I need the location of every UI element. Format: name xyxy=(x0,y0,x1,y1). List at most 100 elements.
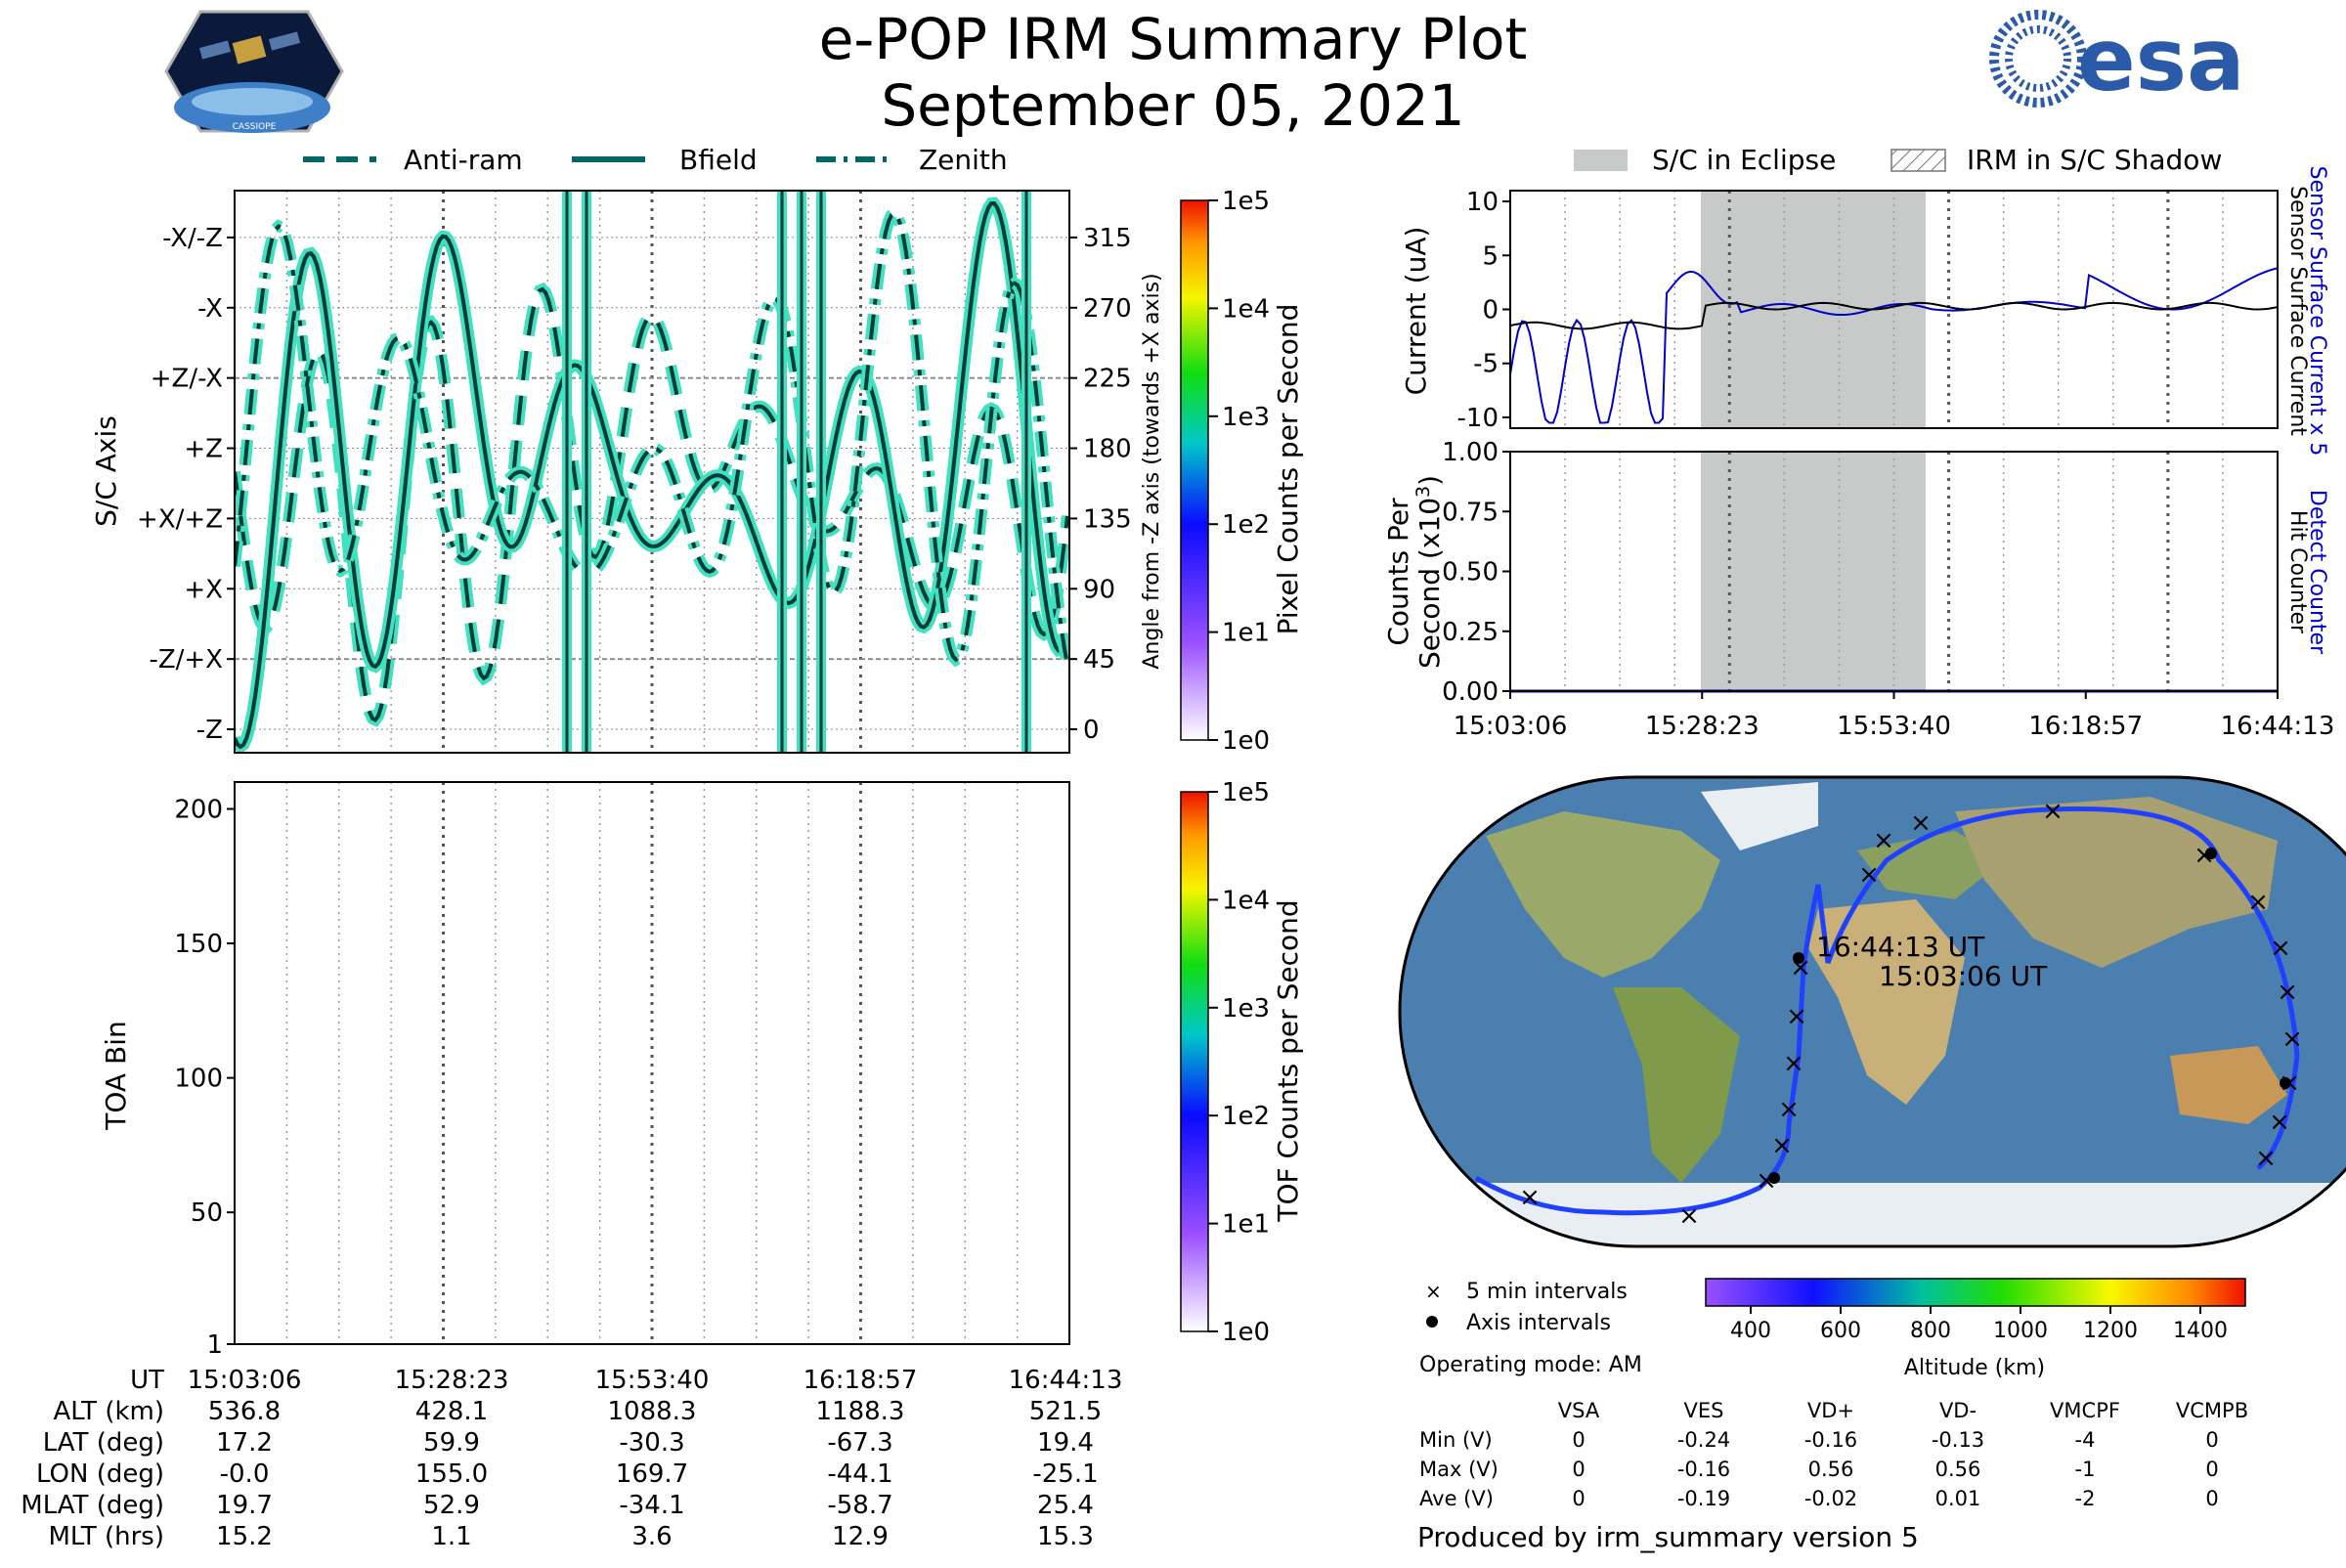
legend-zenith-label: Zenith xyxy=(919,144,1008,176)
ut-cell: 19.4 xyxy=(1037,1428,1094,1458)
ut-cell: 428.1 xyxy=(415,1397,488,1426)
legend-eclipse-label: S/C in Eclipse xyxy=(1652,144,1836,176)
ut-row-label: MLT (hrs) xyxy=(49,1522,165,1551)
sc-right-tick-label: 90 xyxy=(1083,575,1115,604)
counts-y-ticks: 1.00 0.75 0.50 0.25 0.00 xyxy=(1442,438,1510,707)
legend-eclipse-swatch xyxy=(1574,150,1628,171)
ut-cell: 536.8 xyxy=(208,1397,281,1426)
ut-cell: 15:28:23 xyxy=(395,1366,509,1395)
voltage-header: VD- xyxy=(1939,1399,1977,1422)
sc-left-tick-label: +X/+Z xyxy=(137,504,223,534)
five-min-marker: × xyxy=(2270,934,2291,963)
zenith-curve xyxy=(235,210,1069,666)
ut-table: UT 15:03:06 15:28:23 15:53:40 16:18:57 16:44:… xyxy=(21,1366,1122,1551)
counts-tick-label: 0.00 xyxy=(1442,677,1499,707)
voltage-row-label: Max (V) xyxy=(1419,1458,1499,1481)
five-min-marker: × xyxy=(2281,1024,2303,1054)
axis-interval-marker xyxy=(2280,1077,2291,1089)
ut-cell: 17.2 xyxy=(216,1428,273,1458)
counts-x-tick-label: 16:18:57 xyxy=(2028,712,2143,741)
sc-right-tick-label: 135 xyxy=(1083,504,1132,534)
footer-text: Produced by irm_summary version 5 xyxy=(1417,1521,1919,1553)
ut-cell: 1.1 xyxy=(431,1522,471,1551)
five-min-marker: × xyxy=(1783,1049,1804,1078)
altitude-tick-label: 600 xyxy=(1820,1319,1861,1343)
current-right-label-blue: Sensor Surface Current x 5 xyxy=(2305,166,2329,457)
five-min-marker: × xyxy=(2277,978,2298,1007)
counts-ylabel-line2: Second (x103) xyxy=(1412,475,1446,669)
voltage-row-label: Min (V) xyxy=(1419,1428,1493,1452)
counts-tick-label: 0.50 xyxy=(1442,558,1499,588)
counts-tick-label: 1.00 xyxy=(1442,438,1499,467)
ut-cell: 12.9 xyxy=(832,1522,889,1551)
five-min-marker: × xyxy=(1858,860,1880,890)
voltage-cell: -0.13 xyxy=(1932,1428,1984,1452)
sc-right-tick-label: 45 xyxy=(1083,645,1115,675)
ut-cell: 52.9 xyxy=(423,1491,480,1520)
map-landmasses xyxy=(1427,782,2346,1246)
ut-cell: 155.0 xyxy=(415,1459,488,1489)
ut-cell: 15:53:40 xyxy=(595,1366,710,1395)
cassiope-logo: CASSIOPE xyxy=(164,10,344,133)
sc-left-tick-label: +Z/-X xyxy=(151,365,223,394)
voltage-cell: 0 xyxy=(1572,1428,1585,1452)
sensor-current-line xyxy=(1510,301,2278,330)
five-min-marker: × xyxy=(1786,1002,1807,1031)
ut-row-label: LAT (deg) xyxy=(43,1428,164,1458)
sc-left-tick-label: -Z xyxy=(196,716,223,745)
voltage-cell: 0 xyxy=(2205,1487,2218,1510)
ut-cell: -67.3 xyxy=(827,1428,892,1458)
orbit-map: ×××××××××××××××××××× 16:44:13 UT 15:03:0… xyxy=(1398,775,2346,1248)
counts-x-ticks: 15:03:06 15:28:23 15:53:40 16:18:57 16:44:13 xyxy=(1454,691,2334,741)
voltage-cell: -0.16 xyxy=(1677,1458,1730,1481)
sc-left-tick-label: -Z/+X xyxy=(149,645,223,675)
voltage-header: VMCPF xyxy=(2050,1399,2120,1422)
toa-tick-label: 1 xyxy=(206,1330,223,1360)
tof-cbar-tick-label: 1e5 xyxy=(1222,778,1270,807)
map-interval-markers: ×××××××××××××××××××× xyxy=(1519,797,2303,1231)
legend-5min-label: 5 min intervals xyxy=(1466,1280,1628,1304)
sc-axis-ylabel-right: Angle from -Z axis (towards +X axis) xyxy=(1140,273,1164,669)
ut-row-label: ALT (km) xyxy=(53,1397,164,1426)
five-min-marker: × xyxy=(1778,1095,1800,1124)
legend-shadow-swatch xyxy=(1890,149,1946,172)
ut-cell: 16:44:13 xyxy=(1009,1366,1123,1395)
voltage-cell: -1 xyxy=(2075,1458,2096,1481)
counts-right-label-black: Hit Counter xyxy=(2285,510,2310,634)
five-min-marker: × xyxy=(1910,808,1932,838)
tof-colorbar: 1e0 1e1 1e2 1e3 1e4 1e5 TOF Counts per Second xyxy=(1180,778,1304,1347)
sc-right-tick-label: 180 xyxy=(1083,435,1132,464)
ut-cell: -30.3 xyxy=(619,1428,684,1458)
voltage-table: VSA VES VD+ VD- VMCPF VCMPB Min (V) 0 -0.24 -0.16… xyxy=(1419,1399,2248,1510)
voltage-header: VSA xyxy=(1558,1399,1600,1422)
ut-cell: -58.7 xyxy=(827,1491,892,1520)
ut-cell: 1088.3 xyxy=(608,1397,697,1426)
voltage-header: VES xyxy=(1684,1399,1724,1422)
ut-cell: 169.7 xyxy=(616,1459,688,1489)
altitude-tick-label: 1000 xyxy=(1993,1319,2048,1343)
ut-cell: 15:03:06 xyxy=(188,1366,302,1395)
pixel-colorbar: 1e0 1e1 1e2 1e3 1e4 1e5 Pixel Counts per Seco… xyxy=(1180,187,1304,756)
counts-tick-label: 0.25 xyxy=(1442,618,1499,647)
axis-interval-marker xyxy=(2205,848,2217,859)
sc-right-tick-label: 270 xyxy=(1083,294,1132,324)
tof-cbar-tick-label: 1e4 xyxy=(1222,886,1270,915)
current-tick-label: -10 xyxy=(1457,404,1499,433)
voltage-cell: 0 xyxy=(2205,1428,2218,1452)
counts-panel: 1.000.750.500.250.00 15:03:06 15:28:23 15:… xyxy=(1382,438,2334,741)
esa-logo: esa xyxy=(1989,10,2244,110)
five-min-marker: × xyxy=(1873,826,1894,855)
tof-cbar-tick-label: 1e3 xyxy=(1222,994,1270,1024)
toa-tick-label: 200 xyxy=(174,796,223,825)
axis-interval-marker xyxy=(1793,952,1804,964)
tof-colorbar-label: TOF Counts per Second xyxy=(1272,899,1304,1222)
altitude-colorbar: 400 600 800 1000 1200 1400 Altitude (km) xyxy=(1705,1278,2246,1380)
eclipse-band-counts xyxy=(1701,452,1926,691)
counts-right-label-blue: Detect Counter xyxy=(2305,490,2329,655)
counts-ylabel-line1: Counts Per xyxy=(1382,498,1414,646)
right-legend: S/C in Eclipse IRM in S/C Shadow xyxy=(1574,144,2222,176)
voltage-cell: -0.16 xyxy=(1804,1428,1857,1452)
cassiope-logo-text: CASSIOPE xyxy=(233,122,277,132)
